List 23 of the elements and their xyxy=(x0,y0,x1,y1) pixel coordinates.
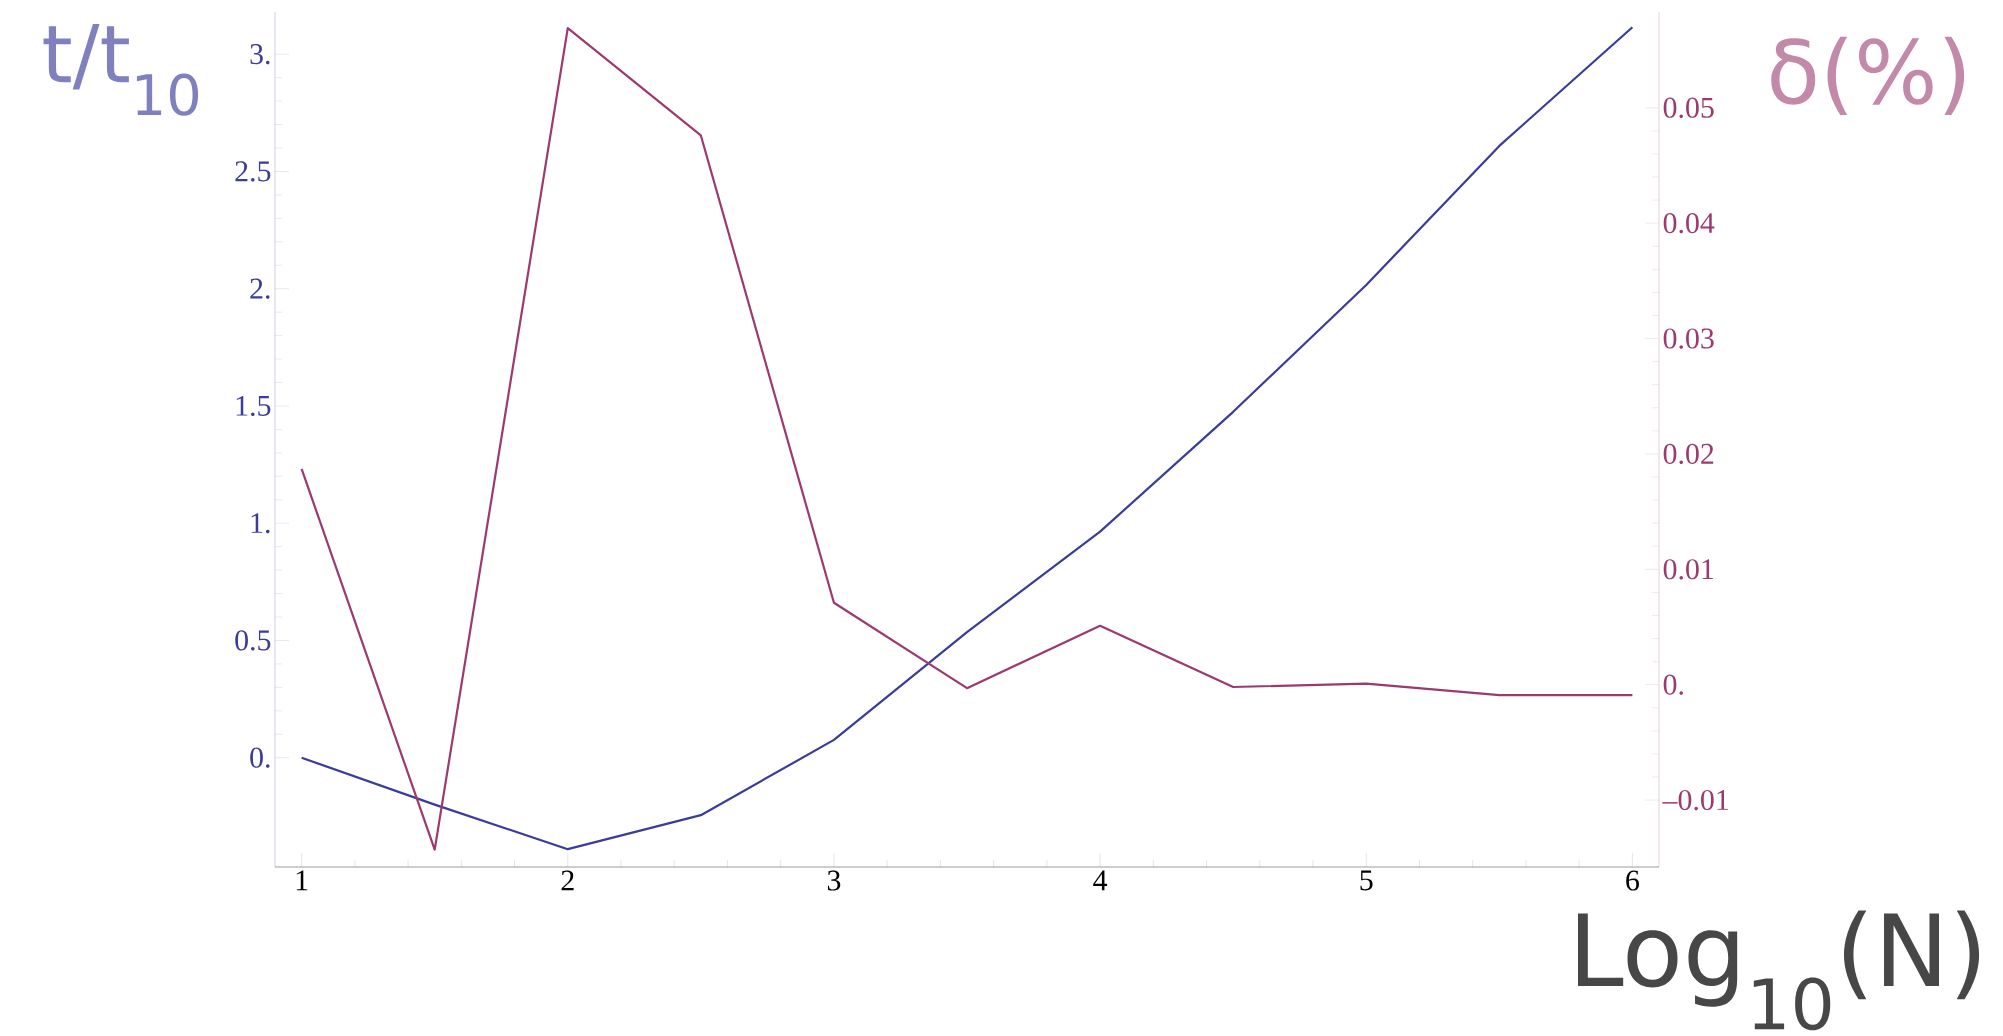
y-axis-title: t/t$_{10}$ xyxy=(43,24,199,116)
x-axis-title: Log$_{10}$(N) xyxy=(1578,910,1980,1031)
x-tick-label: 4 xyxy=(1093,870,1108,891)
y-tick-label: 1.5 xyxy=(236,395,271,417)
y2-tick-label: –0.01 xyxy=(1662,789,1728,811)
x-tick-label: 1 xyxy=(296,870,308,891)
y2-tick-label: 0.04 xyxy=(1663,213,1715,234)
x-tick-label: 3 xyxy=(827,870,841,891)
x-tick-label: 6 xyxy=(1626,870,1639,891)
y-tick-label: 2.5 xyxy=(235,161,271,182)
y2-tick-label: 0.03 xyxy=(1663,328,1714,349)
x-tick-label: 5 xyxy=(1360,870,1373,891)
y2-tick-label: 0.05 xyxy=(1663,97,1714,118)
y-tick-label: 0. xyxy=(250,747,270,768)
y2-tick-label: 0.01 xyxy=(1663,559,1714,580)
y-tick-label: 0.5 xyxy=(235,630,271,651)
x-tick-label: 2 xyxy=(561,870,574,891)
y2-tick-label: 0. xyxy=(1663,674,1683,695)
y-tick-label: 1. xyxy=(251,513,270,534)
y-tick-label: 3. xyxy=(250,44,270,65)
y2-tick-label: 0.02 xyxy=(1663,443,1714,465)
y-tick-label: 2. xyxy=(250,278,270,299)
y2-axis-title: δ(%) xyxy=(1771,36,1965,115)
